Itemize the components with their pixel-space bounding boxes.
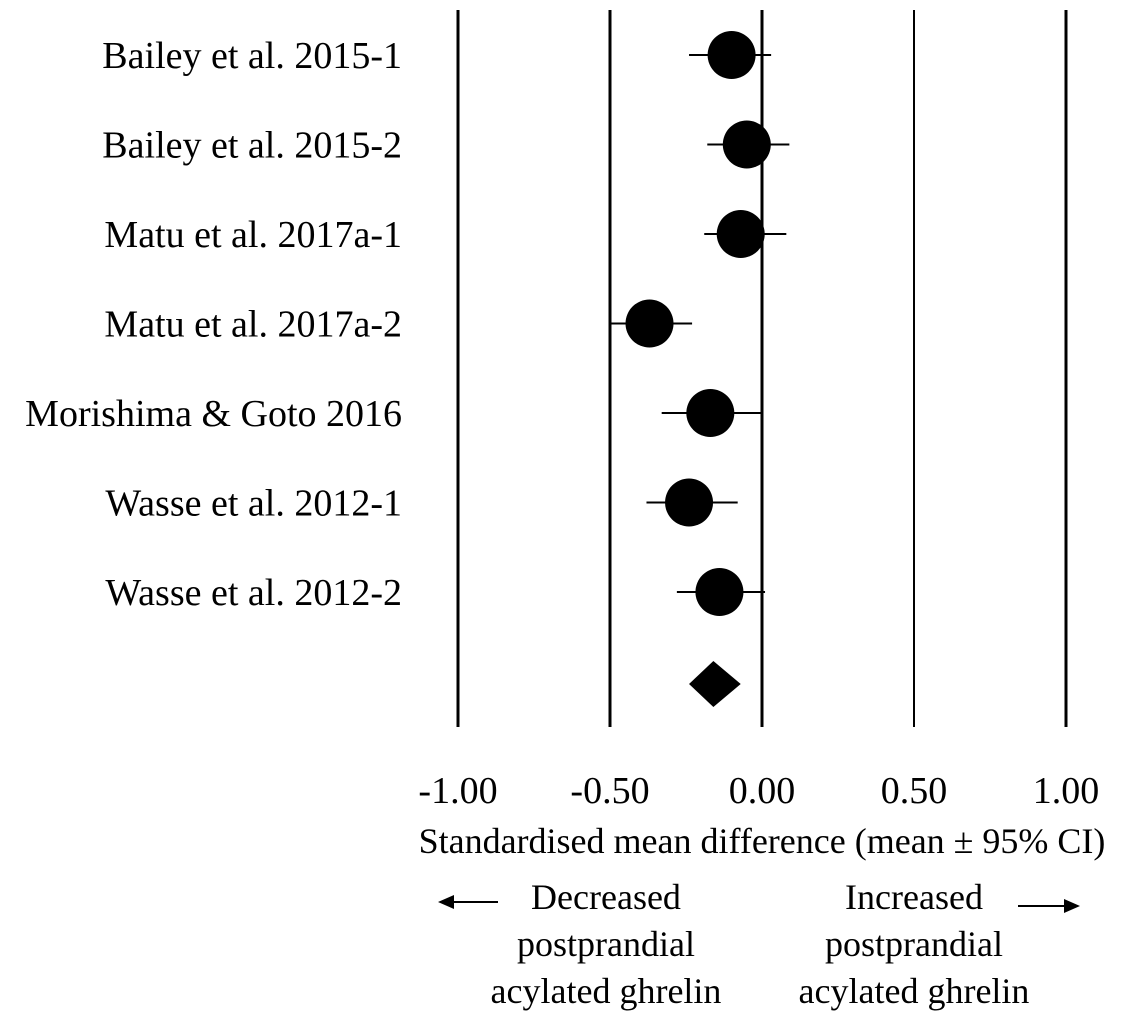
study-row: Morishima & Goto 2016 <box>25 389 762 437</box>
study-label: Bailey et al. 2015-2 <box>102 125 402 167</box>
study-row: Matu et al. 2017a-2 <box>104 299 693 348</box>
direction-decreased-line-3: acylated ghrelin <box>491 971 722 1011</box>
x-tick-label: 0.00 <box>729 770 796 812</box>
direction-increased-line-1: Increased <box>845 877 983 917</box>
study-row: Matu et al. 2017a-1 <box>104 210 787 258</box>
right-arrow-icon <box>1064 899 1080 913</box>
point-estimate <box>707 31 756 79</box>
study-label: Morishima & Goto 2016 <box>25 393 402 435</box>
study-row: Bailey et al. 2015-2 <box>102 120 790 169</box>
study-label: Matu et al. 2017a-1 <box>104 214 402 256</box>
gridlines <box>456 10 1068 727</box>
x-tick-label: -0.50 <box>570 770 649 812</box>
study-row: Wasse et al. 2012-1 <box>105 478 738 527</box>
study-row: Wasse et al. 2012-2 <box>105 568 766 616</box>
point-estimate <box>665 478 714 527</box>
direction-increased: Increased postprandial acylated ghrelin <box>799 877 1080 1011</box>
x-tick-label: -1.00 <box>418 770 497 812</box>
pooled-estimate <box>689 661 741 707</box>
point-estimate <box>716 210 765 258</box>
direction-increased-line-2: postprandial <box>825 924 1003 964</box>
study-label: Wasse et al. 2012-1 <box>105 483 402 525</box>
study-row: Bailey et al. 2015-1 <box>102 31 772 79</box>
pooled-diamond <box>689 661 741 707</box>
point-estimate <box>695 568 744 616</box>
left-arrow-icon <box>438 895 454 909</box>
study-label: Wasse et al. 2012-2 <box>105 572 402 614</box>
x-tick-label: 0.50 <box>881 770 948 812</box>
direction-decreased: Decreased postprandial acylated ghrelin <box>438 877 721 1011</box>
point-estimate <box>722 120 771 169</box>
x-axis-tick-labels: -1.00 -0.50 0.00 0.50 1.00 <box>418 770 1099 812</box>
direction-decreased-line-1: Decreased <box>531 877 681 917</box>
direction-increased-line-3: acylated ghrelin <box>799 971 1030 1011</box>
point-estimate <box>625 299 674 348</box>
x-axis-title: Standardised mean difference (mean ± 95%… <box>419 821 1106 861</box>
direction-decreased-line-2: postprandial <box>517 924 695 964</box>
x-tick-label: 1.00 <box>1033 770 1100 812</box>
point-estimate <box>686 389 735 437</box>
study-label: Bailey et al. 2015-1 <box>102 35 402 77</box>
study-rows: Bailey et al. 2015-1 Bailey et al. 2015-2… <box>25 31 790 616</box>
study-label: Matu et al. 2017a-2 <box>104 304 402 346</box>
